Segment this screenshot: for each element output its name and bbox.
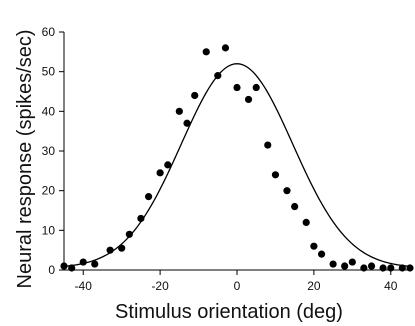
data-point [264,141,272,149]
x-tick-label: 0 [234,279,241,293]
x-ticks: -40 -20 0 20 40 [75,270,398,293]
x-tick-label: -40 [75,279,93,293]
data-point [183,119,191,127]
data-point [271,171,280,179]
data-point [191,91,199,100]
data-point [106,246,114,254]
x-tick-label: 40 [384,279,398,293]
fit-curve [63,63,411,268]
data-point [317,250,326,258]
data-point [348,258,356,266]
data-point [214,72,222,80]
data-point [291,202,299,211]
data-point [60,262,68,270]
data-point [68,264,76,272]
data-point [233,83,241,92]
data-point [379,264,387,272]
data-point [406,264,414,272]
y-axis-title: Neural response (spikes/sec) [14,30,36,289]
data-point [175,107,183,115]
y-tick-label: 20 [42,184,56,198]
y-ticks: 0 10 20 30 40 50 60 [42,25,64,277]
data-point [137,214,145,223]
data-point [329,260,337,268]
x-axis-title: Stimulus orientation (deg) [115,301,343,323]
data-point [302,218,310,226]
data-point [341,262,349,270]
y-tick-label: 10 [42,223,56,237]
y-tick-label: 50 [42,65,56,79]
data-point [125,230,133,238]
data-point [79,258,87,266]
axes [63,32,410,271]
y-tick-label: 60 [42,25,56,39]
data-point [387,264,395,272]
y-tick-label: 0 [48,263,55,277]
data-point [91,260,99,268]
y-tick-label: 30 [42,144,56,158]
data-point [367,262,376,270]
x-tick-label: -20 [151,279,169,293]
data-point [398,264,406,272]
data-point [202,48,210,56]
x-tick-label: 20 [307,279,321,293]
data-point [360,264,368,272]
y-tick-label: 40 [42,104,56,118]
data-point [144,193,153,201]
data-point [118,244,126,252]
data-point [252,83,260,92]
data-point [221,44,230,52]
data-point [244,95,253,104]
data-point [156,169,164,177]
data-point [164,161,172,169]
data-point [283,187,291,195]
data-points [60,44,414,272]
data-point [310,242,318,250]
